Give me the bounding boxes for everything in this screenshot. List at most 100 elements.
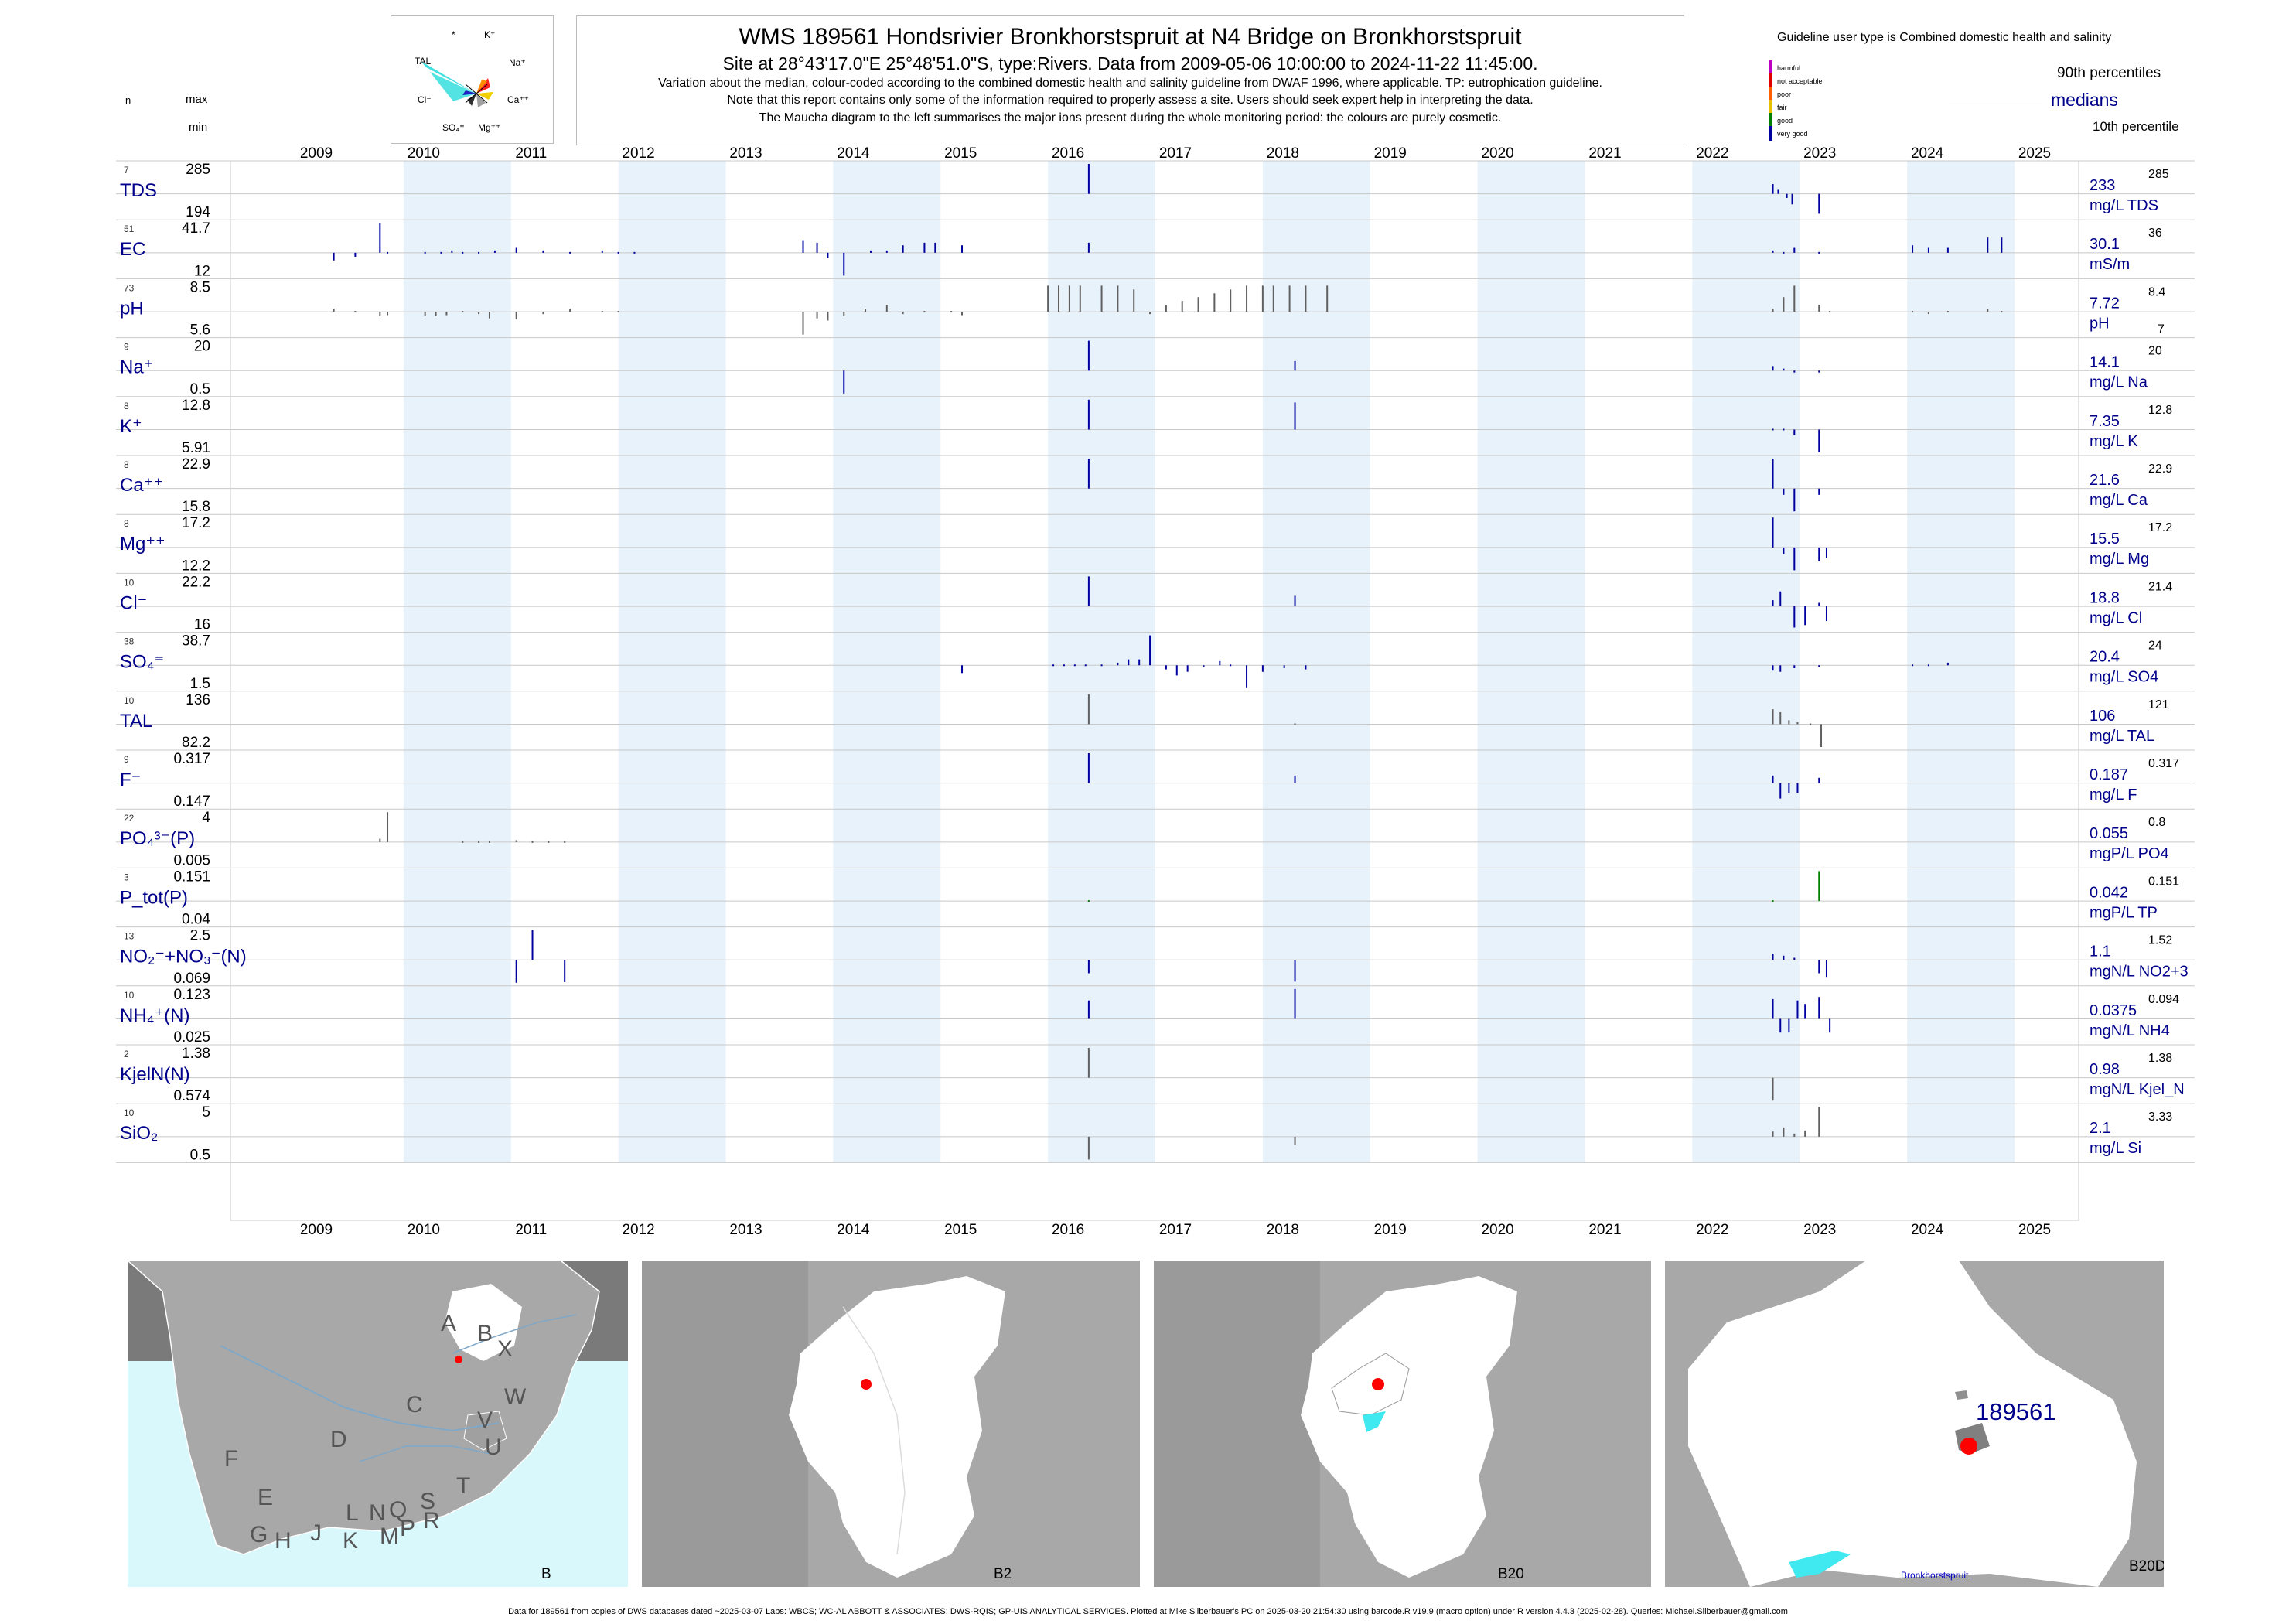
row-min-ec: 12 (194, 263, 210, 279)
row-n-tal: 10 (124, 695, 135, 706)
row-median-nh4: 0.0375 (2090, 1002, 2137, 1019)
row-n-ph: 73 (124, 282, 135, 293)
row-max-ec: 41.7 (182, 220, 210, 237)
year-label-bottom-2021: 2021 (1588, 1222, 1621, 1238)
row-n-ca: 8 (124, 459, 129, 470)
row-label-so4: SO₄⁼ (120, 652, 164, 673)
year-label-top-2020: 2020 (1481, 145, 1513, 162)
map-b20-dark-strip (1154, 1261, 1320, 1587)
row-min-nh4: 0.025 (173, 1029, 210, 1046)
maucha-label-ca: Ca⁺⁺ (507, 94, 529, 105)
region-letter-g: G (250, 1522, 268, 1547)
row-min-na: 0.5 (190, 381, 210, 397)
row-unit-na: mg/L Na (2090, 374, 2148, 391)
note-expert: Note that this report contains only some… (727, 94, 1534, 107)
year-label-bottom-2023: 2023 (1803, 1222, 1836, 1238)
map-b2-dark-strip (642, 1261, 808, 1587)
row-min-so4: 1.5 (190, 676, 210, 692)
map-site-marker-b20d (1960, 1438, 1977, 1455)
year-label-top-2021: 2021 (1588, 145, 1621, 162)
map-panel-b2: B2 (642, 1261, 1140, 1587)
row-min-tds: 194 (186, 204, 210, 220)
row-max-so4: 38.7 (182, 633, 210, 650)
row-label-f: F⁻ (120, 769, 141, 790)
guideline-class-poor: poor (1777, 90, 1792, 98)
row-unit-f: mg/L F (2090, 786, 2137, 803)
row-unit-po4: mgP/L PO4 (2090, 845, 2169, 862)
region-letter-j: J (310, 1520, 322, 1546)
legend-median-label: medians (2051, 90, 2118, 110)
row-max-tp: 0.151 (173, 868, 210, 885)
row-median-tp: 0.042 (2090, 884, 2128, 901)
region-letter-w: W (504, 1384, 527, 1410)
row-n-kjel: 2 (124, 1049, 129, 1059)
year-label-bottom-2015: 2015 (944, 1222, 977, 1238)
guideline-class-fair: fair (1777, 104, 1787, 111)
row-median-si: 2.1 (2090, 1120, 2111, 1137)
row-median-ph: 7.72 (2090, 295, 2120, 312)
map-b20d-outside-left (1665, 1261, 1866, 1587)
maucha-k-wedge (476, 80, 487, 94)
legend-p10-label: 10th percentile (2093, 119, 2179, 134)
row-min-ca: 15.8 (182, 499, 210, 515)
maucha-cl-wedge (462, 90, 476, 95)
row-label-ca: Ca⁺⁺ (120, 475, 163, 496)
row-median-ec: 30.1 (2090, 236, 2120, 253)
guideline-strip-very-good (1769, 126, 1772, 141)
year-label-top-2011: 2011 (515, 145, 547, 162)
maucha-tal-wedge (421, 61, 476, 94)
year-label-top-2019: 2019 (1374, 145, 1407, 162)
region-letter-v: V (477, 1407, 493, 1433)
year-label-bottom-2020: 2020 (1481, 1222, 1513, 1238)
row-p90-po4: 0.8 (2148, 816, 2165, 829)
footer-credits: Data for 189561 from copies of DWS datab… (508, 1607, 1788, 1616)
shaded-year-band-2012 (618, 161, 726, 1163)
row-min-f: 0.147 (173, 793, 210, 810)
row-label-nh4: NH₄⁺(N) (120, 1005, 189, 1026)
town-label: Bronkhorstspruit (1901, 1570, 1969, 1581)
row-p90-mg: 17.2 (2148, 521, 2172, 534)
year-label-bottom-2018: 2018 (1267, 1222, 1299, 1238)
row-median-k: 7.35 (2090, 413, 2120, 430)
row-min-mg: 12.2 (182, 558, 210, 574)
shaded-year-band-2010 (403, 161, 511, 1163)
row-unit-so4: mg/L SO4 (2090, 669, 2158, 686)
region-letter-x: X (497, 1336, 513, 1362)
row-median-ca: 21.6 (2090, 472, 2120, 489)
map-b20-catchment-shape (1301, 1276, 1517, 1578)
row-n-f: 9 (124, 754, 129, 765)
row-n-po4: 22 (124, 813, 135, 824)
row-unit-si: mg/L Si (2090, 1140, 2141, 1157)
year-label-top-2016: 2016 (1052, 145, 1084, 162)
map-b20d-outside-right (1959, 1261, 2164, 1587)
map-b20d-town-block-2 (1955, 1390, 1968, 1400)
row-label-ph: pH (120, 298, 144, 319)
map-panel-b20: B20 (1154, 1261, 1651, 1587)
region-letter-c: C (406, 1392, 423, 1418)
row-n-cl: 10 (124, 577, 135, 588)
row-unit-mg: mg/L Mg (2090, 551, 2149, 568)
row-p10-ph: 7 (2158, 323, 2165, 336)
row-n-si: 10 (124, 1107, 135, 1118)
guideline-color-strip (1769, 60, 1772, 141)
row-p90-tp: 0.151 (2148, 875, 2179, 888)
maucha-diagram: * K⁺ TAL Na⁺ Cl⁻ Ca⁺⁺ SO₄⁼ Mg⁺⁺ (415, 29, 529, 133)
row-p90-f: 0.317 (2148, 757, 2179, 770)
year-label-bottom-2009: 2009 (300, 1222, 333, 1238)
row-p90-na: 20 (2148, 345, 2162, 358)
row-n-ec: 51 (124, 223, 135, 234)
row-label-po4: PO₄³⁻(P) (120, 828, 195, 849)
row-label-mg: Mg⁺⁺ (120, 534, 165, 554)
map-b20d-dam (1789, 1551, 1851, 1578)
row-min-tp: 0.04 (182, 912, 210, 928)
year-label-top-2012: 2012 (622, 145, 654, 162)
year-label-bottom-2012: 2012 (622, 1222, 654, 1238)
guideline-strip-not-acceptable (1769, 73, 1772, 87)
row-unit-ph: pH (2090, 315, 2110, 332)
guideline-strip-good (1769, 113, 1772, 126)
legend-p90-label: 90th percentiles (2057, 65, 2161, 81)
row-unit-ca: mg/L Ca (2090, 492, 2148, 509)
note-maucha: The Maucha diagram to the left summarise… (759, 111, 1502, 125)
year-label-bottom-2011: 2011 (515, 1222, 547, 1238)
row-max-na: 20 (194, 339, 210, 355)
